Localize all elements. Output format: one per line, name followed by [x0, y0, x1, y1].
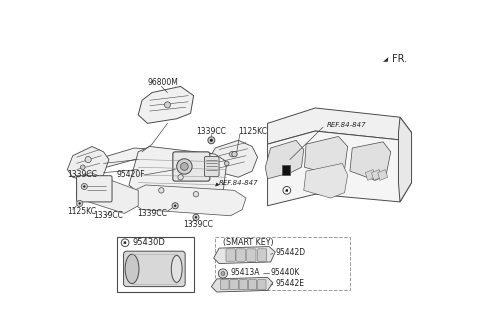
Polygon shape	[267, 131, 411, 206]
Polygon shape	[378, 170, 388, 180]
Polygon shape	[207, 140, 258, 177]
Circle shape	[286, 189, 288, 192]
Text: 95442E: 95442E	[275, 279, 304, 288]
Circle shape	[210, 139, 213, 142]
Text: 1339CC: 1339CC	[137, 209, 167, 218]
Text: 1125KC: 1125KC	[67, 207, 96, 216]
Circle shape	[225, 161, 229, 166]
Polygon shape	[267, 108, 411, 144]
Circle shape	[172, 203, 178, 209]
FancyBboxPatch shape	[247, 249, 256, 261]
Ellipse shape	[125, 254, 139, 283]
Bar	[282, 165, 290, 175]
Text: a: a	[284, 188, 288, 193]
Text: 1125KC: 1125KC	[238, 127, 267, 136]
Text: 1339CC: 1339CC	[196, 127, 226, 136]
Text: REF.84-847: REF.84-847	[327, 122, 366, 128]
Polygon shape	[304, 163, 348, 198]
Circle shape	[81, 165, 85, 170]
Circle shape	[79, 202, 81, 205]
Circle shape	[81, 184, 87, 190]
Text: 95430D: 95430D	[132, 238, 165, 247]
Text: 95413A: 95413A	[230, 268, 260, 277]
FancyBboxPatch shape	[123, 251, 185, 287]
Circle shape	[178, 175, 183, 180]
Circle shape	[180, 162, 188, 170]
Bar	[117, 237, 193, 292]
Text: 1339CC: 1339CC	[94, 211, 123, 220]
Circle shape	[229, 151, 235, 157]
Text: 95440K: 95440K	[271, 268, 300, 277]
Text: FR.: FR.	[392, 54, 408, 64]
Text: REF.84-847: REF.84-847	[219, 180, 259, 186]
FancyBboxPatch shape	[258, 280, 266, 290]
Polygon shape	[77, 173, 138, 213]
Polygon shape	[365, 170, 375, 180]
Polygon shape	[398, 117, 411, 202]
Text: 1339CC: 1339CC	[67, 171, 97, 180]
Ellipse shape	[171, 255, 182, 282]
Text: a: a	[122, 240, 126, 245]
FancyBboxPatch shape	[236, 249, 245, 261]
Polygon shape	[214, 247, 275, 264]
Polygon shape	[131, 185, 246, 216]
Circle shape	[193, 214, 199, 220]
Polygon shape	[383, 57, 388, 62]
FancyBboxPatch shape	[258, 249, 267, 261]
Circle shape	[178, 161, 183, 166]
Polygon shape	[304, 136, 348, 175]
Text: 95420F: 95420F	[117, 171, 145, 180]
Circle shape	[232, 151, 237, 157]
Text: (SMART KEY): (SMART KEY)	[223, 238, 274, 247]
Polygon shape	[138, 86, 193, 123]
Polygon shape	[372, 170, 382, 180]
Bar	[215, 237, 350, 290]
Circle shape	[124, 242, 126, 244]
FancyBboxPatch shape	[230, 280, 238, 290]
Circle shape	[221, 272, 225, 275]
Circle shape	[158, 188, 164, 193]
Polygon shape	[67, 146, 109, 183]
Circle shape	[208, 137, 215, 144]
FancyBboxPatch shape	[239, 280, 248, 290]
Circle shape	[85, 156, 91, 162]
Polygon shape	[350, 142, 391, 180]
Circle shape	[83, 185, 85, 188]
Text: 1339CC: 1339CC	[183, 220, 213, 229]
Polygon shape	[129, 146, 227, 202]
Circle shape	[174, 205, 176, 207]
Text: 95442D: 95442D	[275, 248, 305, 257]
Circle shape	[283, 187, 291, 194]
Polygon shape	[211, 277, 273, 292]
Text: 96800M: 96800M	[147, 78, 178, 87]
Circle shape	[164, 102, 170, 108]
FancyBboxPatch shape	[248, 280, 257, 290]
FancyBboxPatch shape	[226, 249, 235, 261]
Circle shape	[121, 239, 129, 247]
FancyBboxPatch shape	[204, 156, 219, 177]
Polygon shape	[265, 140, 304, 179]
Polygon shape	[78, 148, 238, 175]
Circle shape	[77, 200, 83, 206]
Circle shape	[218, 269, 228, 278]
Circle shape	[195, 216, 197, 218]
Circle shape	[177, 159, 192, 174]
FancyBboxPatch shape	[221, 280, 229, 290]
FancyBboxPatch shape	[77, 176, 112, 202]
FancyBboxPatch shape	[173, 152, 210, 181]
Circle shape	[193, 192, 199, 197]
